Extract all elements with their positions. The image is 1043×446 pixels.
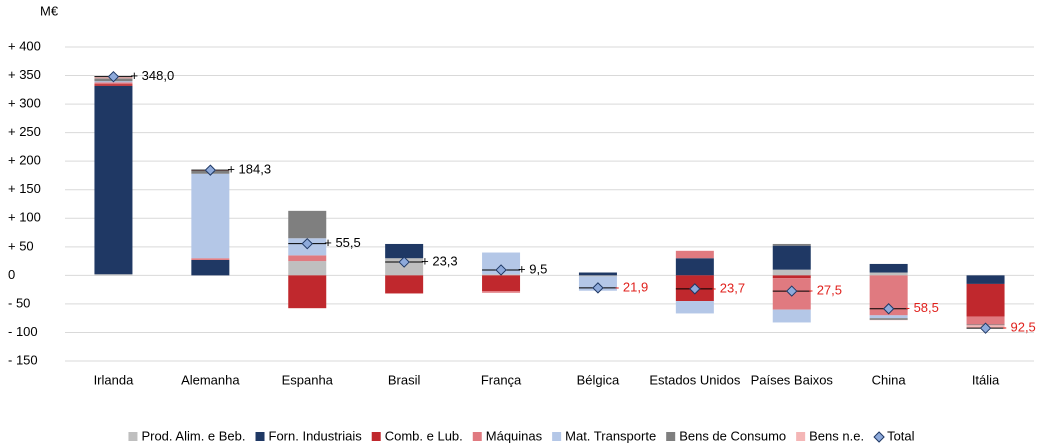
legend-swatch [666,432,676,441]
total-marker [107,70,120,83]
total-label: + 55,5 [324,235,361,250]
bar-segment [578,272,617,276]
bar-segment [772,245,811,270]
bar-segment [772,275,811,279]
bar-segment [966,275,1005,284]
y-tick-label: - 150 [8,352,38,367]
bar-segment [869,263,908,273]
bar-segment [578,275,617,277]
bar-segment [94,84,133,86]
legend-swatch [371,432,381,441]
x-tick-label: França [481,372,522,387]
bar-segment [288,255,327,262]
bar-segment [772,243,811,246]
bar-segment [191,173,230,259]
bar-segment [482,252,521,275]
total-label: - 58,5 [906,300,939,315]
y-tick-label: - 100 [8,324,38,339]
legend-label: Prod. Alim. e Beb. [141,428,245,443]
bar-segment [675,301,714,314]
legend-swatch [255,432,265,441]
total-marker [689,283,701,295]
bar-segment [675,258,714,276]
y-tick-label: + 200 [8,153,41,168]
total-marker [301,237,313,250]
legend-label: Bens de Consumo [679,428,786,443]
bar-segment [94,82,133,85]
x-tick-label: Espanha [282,372,334,387]
total-label: + 23,3 [421,253,458,268]
bar-segment [772,269,811,276]
total-marker [592,282,604,294]
legend-label: Total [887,428,915,443]
x-tick-label: Irlanda [94,372,135,387]
bar-segment [482,291,521,293]
bar-segment [288,210,327,239]
total-marker [786,285,798,297]
bar-segment [288,261,327,276]
bar-segment [385,243,424,259]
total-marker [495,264,507,276]
legend-swatch [472,432,482,441]
legend-swatch [552,432,562,441]
total-label: - 92,5 [1003,320,1036,335]
legend: Prod. Alim. e Beb. Forn. Industriais Comb.… [128,428,915,443]
bar-segment [288,275,327,309]
unit-label: M€ [40,3,59,18]
bar-segment [94,85,133,275]
bar-segment [869,315,908,319]
legend-swatch [796,432,806,441]
legend-label: Mat. Transporte [565,428,656,443]
bar-segment [191,259,230,276]
bar-segment [385,275,424,294]
x-tick-label: China [872,372,907,387]
bar-segment [94,274,133,276]
x-tick-label: Países Baixos [751,372,834,387]
bar-segment [772,309,811,323]
total-label: - 27,5 [809,283,842,298]
y-tick-label: + 150 [8,181,41,196]
y-tick-label: + 300 [8,96,41,111]
total-marker [979,322,992,334]
total-label: - 23,7 [712,280,745,295]
bar-segment [966,316,1005,325]
total-label: + 9,5 [518,261,547,276]
bar-segment [869,272,908,276]
legend-label: Bens n.e. [809,428,864,443]
total-marker [398,256,410,268]
y-tick-label: + 350 [8,67,41,82]
x-tick-label: Itália [972,372,1000,387]
total-label: - 21,9 [615,279,648,294]
x-tick-label: Estados Unidos [649,372,741,387]
total-label: + 184,3 [227,162,271,177]
y-tick-label: - 50 [8,295,30,310]
y-tick-label: + 250 [8,124,41,139]
x-tick-label: Alemanha [181,372,240,387]
legend-label: Forn. Industriais [269,428,363,443]
bar-segment [869,318,908,320]
bar-segment [482,275,521,292]
bar-segment [966,283,1005,317]
x-tick-label: Bélgica [577,372,620,387]
legend-label: Comb. e Lub. [385,428,463,443]
y-tick-label: + 400 [8,38,41,53]
x-tick-label: Brasil [388,372,421,387]
bar-segment [191,258,230,260]
total-label: + 348,0 [130,68,174,83]
legend-marker [873,431,885,443]
legend-label: Máquinas [486,428,543,443]
legend-swatch [128,432,138,441]
total-marker [204,164,217,176]
y-tick-label: 0 [8,267,15,282]
y-tick-label: + 50 [8,238,34,253]
y-tick-label: + 100 [8,210,41,225]
total-marker [882,303,895,315]
bar-segment [675,250,714,259]
